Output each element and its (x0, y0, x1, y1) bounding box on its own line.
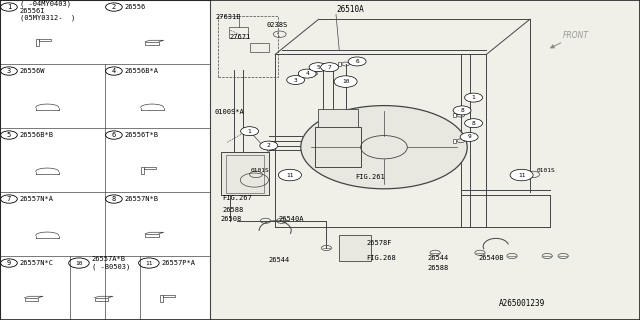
Text: 0101S: 0101S (251, 168, 269, 173)
Text: 26508: 26508 (221, 216, 242, 222)
Text: 3: 3 (7, 68, 11, 74)
Text: 26578F: 26578F (366, 240, 392, 246)
Bar (163, 295, 175, 297)
Circle shape (287, 76, 305, 84)
Text: 2: 2 (267, 143, 271, 148)
Text: 1: 1 (7, 4, 11, 10)
Text: 26544: 26544 (428, 255, 449, 261)
Text: 11: 11 (145, 260, 153, 266)
Bar (160, 295, 163, 302)
Bar (306, 72, 309, 76)
Text: 26556W: 26556W (20, 68, 45, 74)
Text: 26588: 26588 (223, 207, 244, 213)
Text: 26588: 26588 (428, 265, 449, 271)
Bar (453, 139, 456, 143)
Text: 10: 10 (342, 79, 349, 84)
Bar (0, 0, 210, 320)
Text: 6: 6 (112, 132, 116, 138)
Text: 26557N*C: 26557N*C (20, 260, 54, 266)
Text: 26557N*B: 26557N*B (125, 196, 159, 202)
Text: 7: 7 (328, 65, 332, 70)
Text: 2: 2 (112, 4, 116, 10)
Text: 8: 8 (460, 108, 464, 113)
Text: 8: 8 (112, 196, 116, 202)
Text: FIG.261: FIG.261 (355, 174, 385, 180)
Text: 26556N*A
( -04MY0403)
26556I
(05MY0312-  ): 26556N*A ( -04MY0403) 26556I (05MY0312- … (20, 0, 75, 21)
Circle shape (321, 63, 339, 72)
Text: FRONT: FRONT (563, 31, 589, 40)
Bar (36, 39, 39, 46)
Text: FIG.267: FIG.267 (223, 195, 252, 201)
Text: 26557A*B
( -B0503): 26557A*B ( -B0503) (92, 256, 130, 270)
Bar (39, 39, 51, 41)
Text: 0101S: 0101S (536, 168, 555, 173)
Circle shape (334, 76, 357, 87)
Circle shape (465, 119, 483, 128)
Bar (221, 152, 269, 195)
Bar (229, 27, 248, 38)
Text: A265001239: A265001239 (499, 299, 545, 308)
Bar (338, 62, 341, 66)
Text: 26540A: 26540A (278, 216, 304, 222)
Text: 5: 5 (316, 65, 320, 70)
Text: 26556B*A: 26556B*A (125, 68, 159, 74)
Text: 1: 1 (472, 95, 476, 100)
Circle shape (348, 57, 366, 66)
Text: FIG.268: FIG.268 (366, 255, 396, 261)
Circle shape (298, 69, 316, 78)
Text: 26510A: 26510A (336, 5, 364, 14)
Text: 26556T*B: 26556T*B (125, 132, 159, 138)
Text: 26544: 26544 (269, 257, 290, 263)
Text: 0238S: 0238S (266, 22, 287, 28)
Bar (318, 109, 358, 127)
Circle shape (453, 106, 471, 115)
Text: 26556: 26556 (125, 4, 146, 10)
Circle shape (301, 106, 467, 189)
Text: 11: 11 (286, 172, 294, 178)
Bar (226, 155, 264, 193)
Text: 0100S*A: 0100S*A (214, 109, 244, 115)
Bar (218, 16, 278, 77)
Circle shape (278, 169, 301, 181)
Circle shape (260, 141, 278, 150)
Text: 26540B: 26540B (479, 255, 504, 261)
Circle shape (309, 63, 327, 72)
Text: 27671: 27671 (229, 34, 250, 40)
Circle shape (460, 132, 478, 141)
Circle shape (510, 169, 533, 181)
Bar (339, 235, 371, 261)
Bar (315, 127, 361, 167)
Circle shape (241, 127, 259, 136)
Bar (250, 43, 269, 52)
Text: 9: 9 (7, 260, 11, 266)
Bar (453, 113, 456, 117)
Text: 5: 5 (7, 132, 11, 138)
Bar (144, 167, 156, 169)
Bar (316, 67, 319, 71)
Text: 7: 7 (7, 196, 11, 202)
Text: 26556B*B: 26556B*B (20, 132, 54, 138)
Text: 10: 10 (75, 260, 83, 266)
Text: 11: 11 (518, 172, 525, 178)
Text: 27631E: 27631E (216, 14, 241, 20)
Text: 9: 9 (467, 134, 471, 140)
Circle shape (465, 93, 483, 102)
Text: 8: 8 (472, 121, 476, 126)
Text: 3: 3 (294, 77, 298, 83)
Text: 26557N*A: 26557N*A (20, 196, 54, 202)
Bar (141, 167, 144, 174)
Text: 4: 4 (112, 68, 116, 74)
Text: 26557P*A: 26557P*A (162, 260, 196, 266)
Text: 6: 6 (355, 59, 359, 64)
Text: 1: 1 (248, 129, 252, 134)
Text: 4: 4 (305, 71, 309, 76)
